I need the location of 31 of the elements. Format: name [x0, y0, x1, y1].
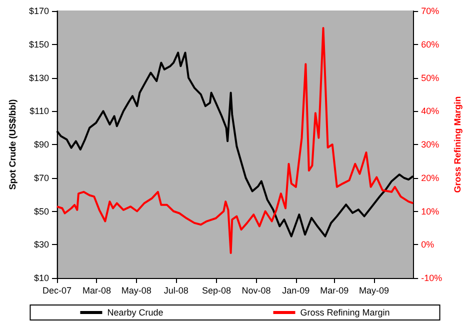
x-tick-label: May-09 [359, 286, 390, 296]
x-tick-label: Jul-08 [164, 286, 188, 296]
y2-tick-label: 40% [421, 106, 440, 116]
x-tick-label: Jan-09 [282, 286, 310, 296]
y2-tick-label: -10% [421, 273, 442, 283]
y-tick-label: $50 [34, 206, 49, 216]
x-tick-label: Mar-09 [320, 286, 349, 296]
y2-tick-label: 30% [421, 140, 440, 150]
legend-label: Nearby Crude [107, 308, 164, 318]
y2-tick-label: 70% [421, 6, 440, 16]
y-tick-label: $110 [30, 106, 49, 116]
x-tick-label: Mar-08 [82, 286, 111, 296]
y-tick-label: $70 [34, 172, 49, 183]
y-tick-label: $150 [28, 39, 49, 50]
y-tick-label: $90 [34, 140, 49, 150]
y-tick-label: $130 [28, 72, 49, 83]
y-tick-label: $10 [34, 273, 49, 283]
y2-tick-label: 0% [421, 240, 434, 250]
legend-label: Gross Refining Margin [300, 308, 390, 318]
y2-axis-title: Gross Refining Margin [452, 96, 462, 193]
x-tick-label: Sep-08 [202, 286, 232, 296]
y2-tick-label: 50% [421, 72, 440, 83]
y-tick-label: $30 [34, 240, 49, 250]
y-tick-label: $170 [28, 6, 49, 16]
y2-tick-label: 20% [421, 172, 440, 183]
y-axis-title: Spot Crude (US$/bbl) [8, 99, 18, 190]
x-tick-label: Nov-08 [242, 286, 271, 296]
y2-tick-label: 10% [421, 206, 440, 216]
y2-tick-label: 60% [421, 39, 440, 50]
x-tick-label: May-08 [121, 286, 152, 296]
x-tick-label: Dec-07 [42, 286, 72, 296]
